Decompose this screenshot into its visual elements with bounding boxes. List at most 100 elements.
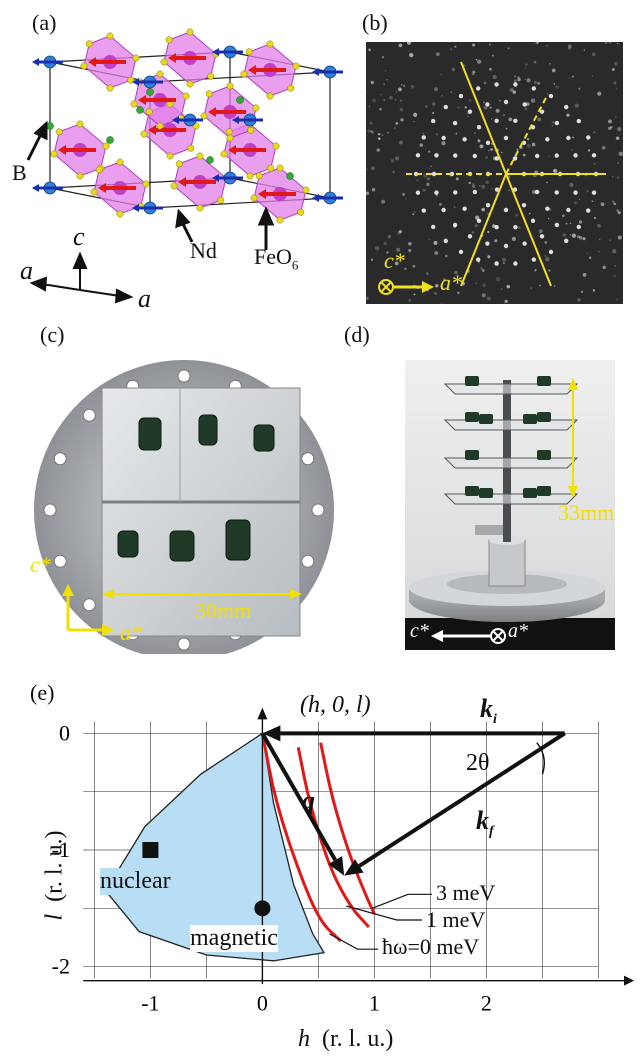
laue-spot [472, 189, 478, 195]
laue-spot [472, 184, 476, 188]
fe-spin-head [258, 189, 266, 199]
o-atom [267, 164, 275, 172]
laue-spot [586, 252, 588, 255]
fe-spin-head [208, 107, 216, 117]
laue-spot [485, 102, 490, 107]
laue-spot [395, 122, 399, 125]
b-atom [206, 156, 214, 164]
laue-spot [472, 153, 478, 159]
laue-spot [396, 247, 401, 252]
laue-spot [576, 235, 580, 239]
crystal [523, 414, 537, 424]
laue-spot [430, 118, 436, 124]
laue-spot [531, 86, 537, 91]
b-atom [146, 88, 154, 96]
laue-spot [430, 224, 436, 230]
laue-spot [578, 236, 583, 240]
laue-spot [490, 118, 493, 120]
laue-spot [490, 148, 493, 151]
o-atom [80, 62, 88, 70]
o-atom [276, 216, 284, 224]
laue-spot [517, 225, 521, 230]
energy-leader-lines [329, 893, 432, 950]
laue-spot [443, 238, 448, 244]
sample-mount-photo [30, 360, 338, 654]
atom-label-feo6: FeO6 [254, 244, 298, 273]
o-atom [132, 54, 140, 62]
laue-spot [616, 209, 619, 212]
x-axis-label: h (r. l. u.) [298, 1026, 394, 1052]
magnetic-label: magnetic [190, 925, 278, 952]
laue-spot [422, 188, 426, 192]
laue-spot [475, 257, 481, 262]
laue-spot [467, 109, 473, 114]
laue-spot [573, 190, 578, 195]
laue-spot [404, 267, 407, 271]
laue-spot [604, 42, 608, 44]
laue-spot [505, 127, 508, 130]
laue-spot [491, 188, 493, 190]
laue-spot [586, 208, 591, 213]
o-atom [170, 182, 178, 190]
laue-spot [495, 276, 501, 282]
laue-spot [488, 150, 490, 152]
laue-spot [377, 133, 381, 136]
laue-spot [513, 75, 517, 78]
laue-spot [430, 165, 432, 167]
laue-spot [455, 132, 458, 135]
vector-q [260, 732, 337, 862]
o-atom [226, 134, 234, 142]
point-nuclear [142, 842, 159, 858]
x-tick-label: 2 [481, 991, 492, 1016]
b-atom [236, 96, 244, 104]
laue-spot [402, 192, 406, 196]
laue-spot [568, 47, 571, 50]
flange-hole [177, 637, 191, 651]
crystal [537, 486, 551, 496]
laue-spot [612, 200, 615, 203]
crystals [117, 414, 275, 562]
laue-spot [413, 210, 416, 213]
b-atom [286, 172, 294, 180]
laue-spot [530, 218, 536, 223]
crystal [465, 450, 479, 460]
laue-spot [457, 106, 460, 109]
laue-spot [494, 224, 499, 230]
x-tick-label: -1 [141, 991, 159, 1016]
laue-spot [422, 132, 425, 135]
laue-spot [392, 170, 395, 174]
laue-spot [616, 176, 620, 179]
laue-spot [384, 69, 387, 72]
laue-spot [609, 239, 611, 241]
crystal [138, 417, 162, 451]
laue-spot [367, 92, 369, 94]
laue-spot [370, 130, 374, 134]
laue-spot [608, 126, 612, 131]
o-atom [255, 172, 263, 180]
mount-axis-c-label: c* [30, 552, 51, 577]
laue-spot [369, 121, 373, 125]
laue-spot [386, 78, 388, 81]
tick-labels: -1 0 1 2 0 -1 -2 [52, 720, 492, 1015]
laue-line-dashed [505, 93, 549, 175]
o-atom [160, 58, 168, 66]
nd-spin-head [132, 78, 139, 86]
o-atom [102, 142, 110, 150]
laue-spot [544, 255, 547, 257]
laue-spot [573, 153, 578, 158]
laue-spot [436, 194, 438, 197]
laue-spot [589, 256, 592, 259]
two-theta-label: 2θ [466, 750, 490, 776]
laue-spot [426, 177, 430, 181]
laue-spot [412, 264, 416, 268]
panel-d-label: (d) [344, 322, 370, 347]
atom-label-nd: Nd [190, 238, 217, 263]
o-atom [116, 210, 124, 218]
laue-spot [485, 156, 488, 159]
laue-spot [601, 145, 606, 150]
laue-spot [425, 272, 429, 275]
laue-spot [549, 63, 551, 65]
panel-a-label: (a) [32, 10, 57, 35]
laue-spot [395, 90, 398, 93]
x-axis-arrow [624, 975, 634, 986]
